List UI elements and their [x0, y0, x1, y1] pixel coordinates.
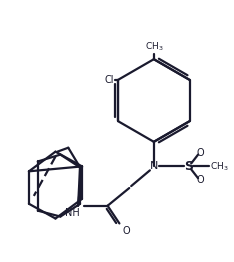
Text: NH: NH	[65, 208, 80, 218]
Text: O: O	[196, 148, 204, 158]
Text: CH$_3$: CH$_3$	[210, 160, 228, 173]
Text: S: S	[184, 160, 193, 173]
Text: O: O	[122, 226, 130, 236]
Text: CH$_3$: CH$_3$	[145, 41, 163, 53]
Text: Cl: Cl	[105, 75, 114, 85]
Text: O: O	[196, 175, 204, 185]
Text: N: N	[150, 161, 158, 171]
